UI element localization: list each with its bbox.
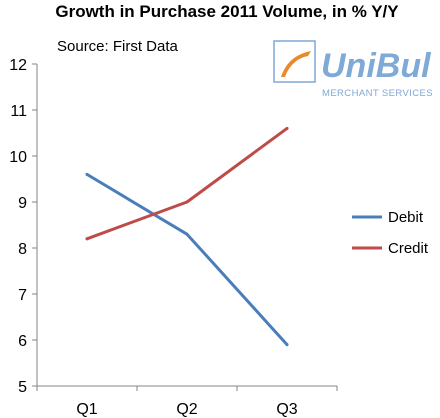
x-tick-label: Q3 (276, 401, 297, 418)
x-tick-label: Q1 (76, 401, 97, 418)
y-tick-label: 12 (9, 57, 27, 74)
logo-box-icon (273, 40, 316, 83)
y-tick-label: 6 (18, 333, 27, 350)
data-point-debit (285, 343, 289, 347)
x-axis-ticks: Q1 Q2 Q3 (36, 386, 338, 418)
data-point-debit (185, 232, 189, 236)
y-tick-label: 8 (18, 241, 27, 258)
y-tick-label: 10 (9, 149, 27, 166)
series-line-debit (85, 172, 289, 347)
legend: Debit Credit (352, 209, 429, 257)
unibul-logo: UniBul MERCHANT SERVICES (273, 40, 433, 99)
y-tick-label: 7 (18, 287, 27, 304)
series-line-credit (85, 126, 289, 241)
data-point-credit (285, 126, 289, 130)
y-tick-label: 9 (18, 195, 27, 212)
x-tick-label: Q2 (176, 401, 197, 418)
legend-label-credit: Credit (388, 240, 429, 257)
axes (36, 64, 337, 387)
data-point-credit (185, 200, 189, 204)
y-axis-ticks: 5 6 7 8 9 10 11 12 (9, 57, 37, 396)
swoosh-icon (281, 51, 311, 77)
series-layer (85, 126, 289, 347)
y-tick-label: 11 (10, 103, 27, 120)
chart-subtitle: Source: First Data (57, 38, 179, 55)
chart-title: Growth in Purchase 2011 Volume, in % Y/Y (55, 2, 399, 21)
y-tick-label: 5 (18, 379, 27, 396)
logo-tagline: MERCHANT SERVICES (322, 88, 433, 99)
data-point-credit (85, 237, 89, 241)
data-point-debit (85, 172, 89, 176)
legend-label-debit: Debit (388, 209, 424, 226)
logo-brand: UniBul (321, 47, 432, 85)
